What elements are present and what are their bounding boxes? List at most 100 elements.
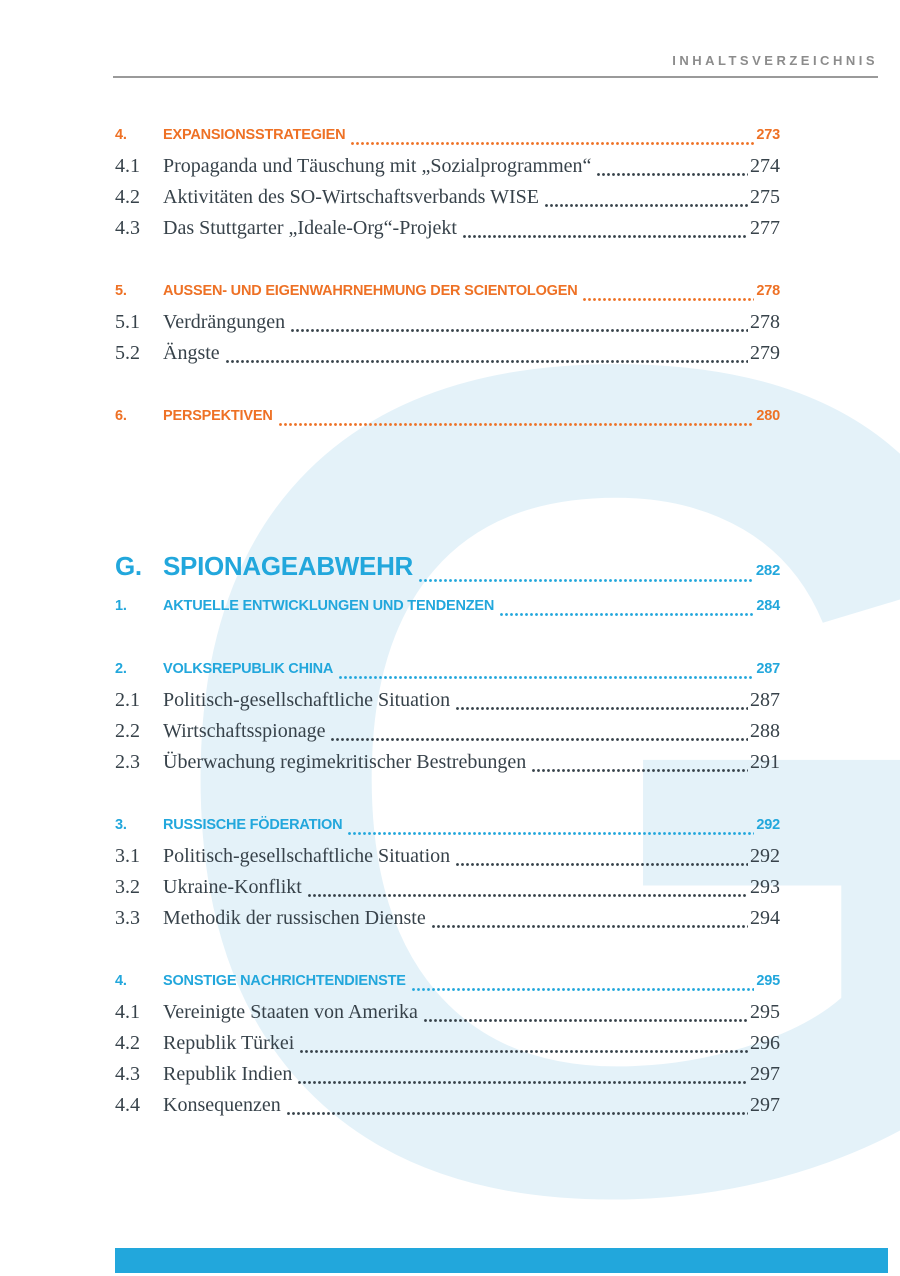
toc-entry-title: Überwachung regimekritischer Bestrebunge… [163,751,527,773]
toc-entry-title: VOLKSREPUBLIK CHINA [163,661,334,677]
toc-entry-number: 6. [115,408,127,424]
toc-entry[interactable]: 1. AKTUELLE ENTWICKLUNGEN UND TENDENZEN … [115,591,780,622]
toc-entry-page: 278 [756,283,780,299]
toc-entry-number: 4.2 [115,1032,140,1054]
toc-entry[interactable]: 3.1 Politisch-gesellschaftliche Situatio… [115,841,780,872]
toc-entry-title: RUSSISCHE FÖDERATION [163,817,343,833]
toc-entry-number: 4.1 [115,1001,140,1023]
toc-entry-title: Wirtschaftsspionage [163,720,326,742]
toc-entry-page: 277 [750,217,780,239]
toc-entry-page: 292 [756,817,780,833]
toc-entry-number: 4.2 [115,186,140,208]
dot-leader [500,613,755,616]
dot-leader [423,1019,748,1022]
toc-group: 6. PERSPEKTIVEN 280 [115,401,780,432]
toc-entry[interactable]: 4. SONSTIGE NACHRICHTENDIENSTE 295 [115,966,780,997]
toc-group: 5. AUSSEN- UND EIGENWAHRNEHMUNG DER SCIE… [115,276,780,369]
toc-entry-title: Ängste [163,342,220,364]
toc-entry[interactable]: 3.3 Methodik der russischen Dienste 294 [115,903,780,934]
toc-entry-title: Das Stuttgarter „Ideale-Org“-Projekt [163,217,457,239]
toc-entry-number: 3. [115,817,127,833]
dot-leader [419,579,754,582]
toc-entry-page: 295 [750,1001,780,1023]
toc-entry-title: Konsequenzen [163,1094,281,1116]
bottom-accent-bar [115,1248,888,1273]
toc-entry-page: 288 [750,720,780,742]
dot-leader [544,204,748,207]
toc-entry[interactable]: 4.4 Konsequenzen 297 [115,1090,780,1121]
toc-entry-page: 274 [750,155,780,177]
toc-entry[interactable]: 5.2 Ängste 279 [115,338,780,369]
dot-leader [456,707,748,710]
toc-entry[interactable]: 4.1 Vereinigte Staaten von Amerika 295 [115,997,780,1028]
toc-entry-title: PERSPEKTIVEN [163,408,273,424]
toc-entry-page: 287 [756,661,780,677]
toc-entry-page: 278 [750,311,780,333]
toc-entry[interactable]: 2.2 Wirtschaftsspionage 288 [115,716,780,747]
toc-entry[interactable]: G. SPIONAGEABWEHR 282 [115,546,780,591]
dot-leader [331,738,748,741]
toc-entry-page: 275 [750,186,780,208]
toc-entry-number: 4.4 [115,1094,140,1116]
toc-entry-number: 2. [115,661,127,677]
page-header: INHALTSVERZEICHNIS [113,52,878,78]
toc-entry-title: Vereinigte Staaten von Amerika [163,1001,418,1023]
toc-entry-page: 279 [750,342,780,364]
toc-entry[interactable]: 5.1 Verdrängungen 278 [115,307,780,338]
toc-entry-number: 4.1 [115,155,140,177]
dot-leader [456,863,748,866]
toc-entry-number: 5.1 [115,311,140,333]
dot-leader [298,1081,748,1084]
toc-entry-page: 282 [755,562,780,579]
toc-entry-page: 295 [756,973,780,989]
toc-entry[interactable]: 2. VOLKSREPUBLIK CHINA 287 [115,654,780,685]
toc-entry-number: 4.3 [115,1063,140,1085]
dot-leader [348,832,755,835]
toc-entry-page: 297 [750,1094,780,1116]
toc-entry[interactable]: 4.2 Republik Türkei 296 [115,1028,780,1059]
toc-entry-number: 4.3 [115,217,140,239]
dot-leader [462,235,748,238]
toc-entry-title: SPIONAGEABWEHR [163,551,414,581]
toc-entry-title: Verdrängungen [163,311,286,333]
toc-entry-page: 296 [750,1032,780,1054]
toc-entry-title: Politisch-gesellschaftliche Situation [163,689,451,711]
toc-entry[interactable]: 2.3 Überwachung regimekritischer Bestreb… [115,747,780,778]
toc-entry-page: 273 [756,127,780,143]
toc-entry-page: 297 [750,1063,780,1085]
toc-entry-page: 280 [756,408,780,424]
toc-entry[interactable]: 4.1 Propaganda und Täuschung mit „Sozial… [115,151,780,182]
toc-entry[interactable]: 4.3 Das Stuttgarter „Ideale-Org“-Projekt… [115,213,780,244]
toc-entry[interactable]: 2.1 Politisch-gesellschaftliche Situatio… [115,685,780,716]
toc-entry-page: 294 [750,907,780,929]
toc-entry-number: 5. [115,283,127,299]
toc-entry[interactable]: 3. RUSSISCHE FÖDERATION 292 [115,810,780,841]
dot-leader [307,894,748,897]
dot-leader [278,423,755,426]
toc: 4. EXPANSIONSSTRATEGIEN 273 4.1 Propagan… [115,120,780,1121]
toc-entry-number: 5.2 [115,342,140,364]
toc-entry[interactable]: 6. PERSPEKTIVEN 280 [115,401,780,432]
toc-entry-title: Republik Indien [163,1063,293,1085]
dot-leader [583,298,755,301]
toc-entry-page: 284 [756,598,780,614]
toc-entry-page: 287 [750,689,780,711]
dot-leader [339,676,755,679]
toc-group: 4. EXPANSIONSSTRATEGIEN 273 4.1 Propagan… [115,120,780,244]
toc-entry-title: SONSTIGE NACHRICHTENDIENSTE [163,973,406,989]
toc-group: 4. SONSTIGE NACHRICHTENDIENSTE 295 4.1 V… [115,966,780,1121]
toc-entry-page: 291 [750,751,780,773]
dot-leader [431,925,748,928]
toc-entry-page: 292 [750,845,780,867]
toc-entry-title: Aktivitäten des SO-Wirtschaftsverbands W… [163,186,539,208]
toc-entry[interactable]: 3.2 Ukraine-Konflikt 293 [115,872,780,903]
dot-leader [225,360,748,363]
toc-entry-number: 3.2 [115,876,140,898]
toc-entry-number: 3.1 [115,845,140,867]
toc-entry[interactable]: 4. EXPANSIONSSTRATEGIEN 273 [115,120,780,151]
toc-entry-number: G. [115,551,142,581]
toc-entry[interactable]: 4.3 Republik Indien 297 [115,1059,780,1090]
toc-entry[interactable]: 4.2 Aktivitäten des SO-Wirtschaftsverban… [115,182,780,213]
toc-entry[interactable]: 5. AUSSEN- UND EIGENWAHRNEHMUNG DER SCIE… [115,276,780,307]
